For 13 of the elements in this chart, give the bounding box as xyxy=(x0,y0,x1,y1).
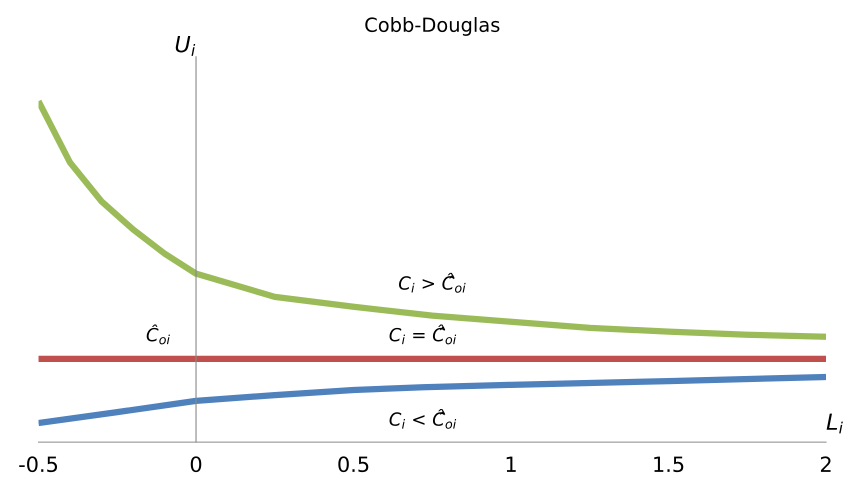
x-axis-title: L$_{i}$ xyxy=(826,414,843,434)
x-tick-label: 2 xyxy=(820,456,831,472)
annotation: C$_{i}$ = Ĉ̂$_{oi}$ xyxy=(390,324,456,344)
annotation: Ĉ$_{oi}$ xyxy=(146,324,170,344)
chart-title: Cobb-Douglas xyxy=(365,17,500,36)
x-tick-label: -0.5 xyxy=(19,456,58,472)
y-axis-title: U$_{i}$ xyxy=(176,36,196,56)
x-tick-label: 0.5 xyxy=(338,456,368,472)
annotation: C$_{i}$ > Ĉ̂$_{oi}$ xyxy=(399,272,466,293)
x-tick-label: 1.5 xyxy=(654,456,684,472)
x-tick-label: 1 xyxy=(506,456,516,472)
x-tick-label: 0 xyxy=(190,456,202,472)
annotation: C$_{i}$ < Ĉ̂$_{oi}$ xyxy=(390,408,456,429)
